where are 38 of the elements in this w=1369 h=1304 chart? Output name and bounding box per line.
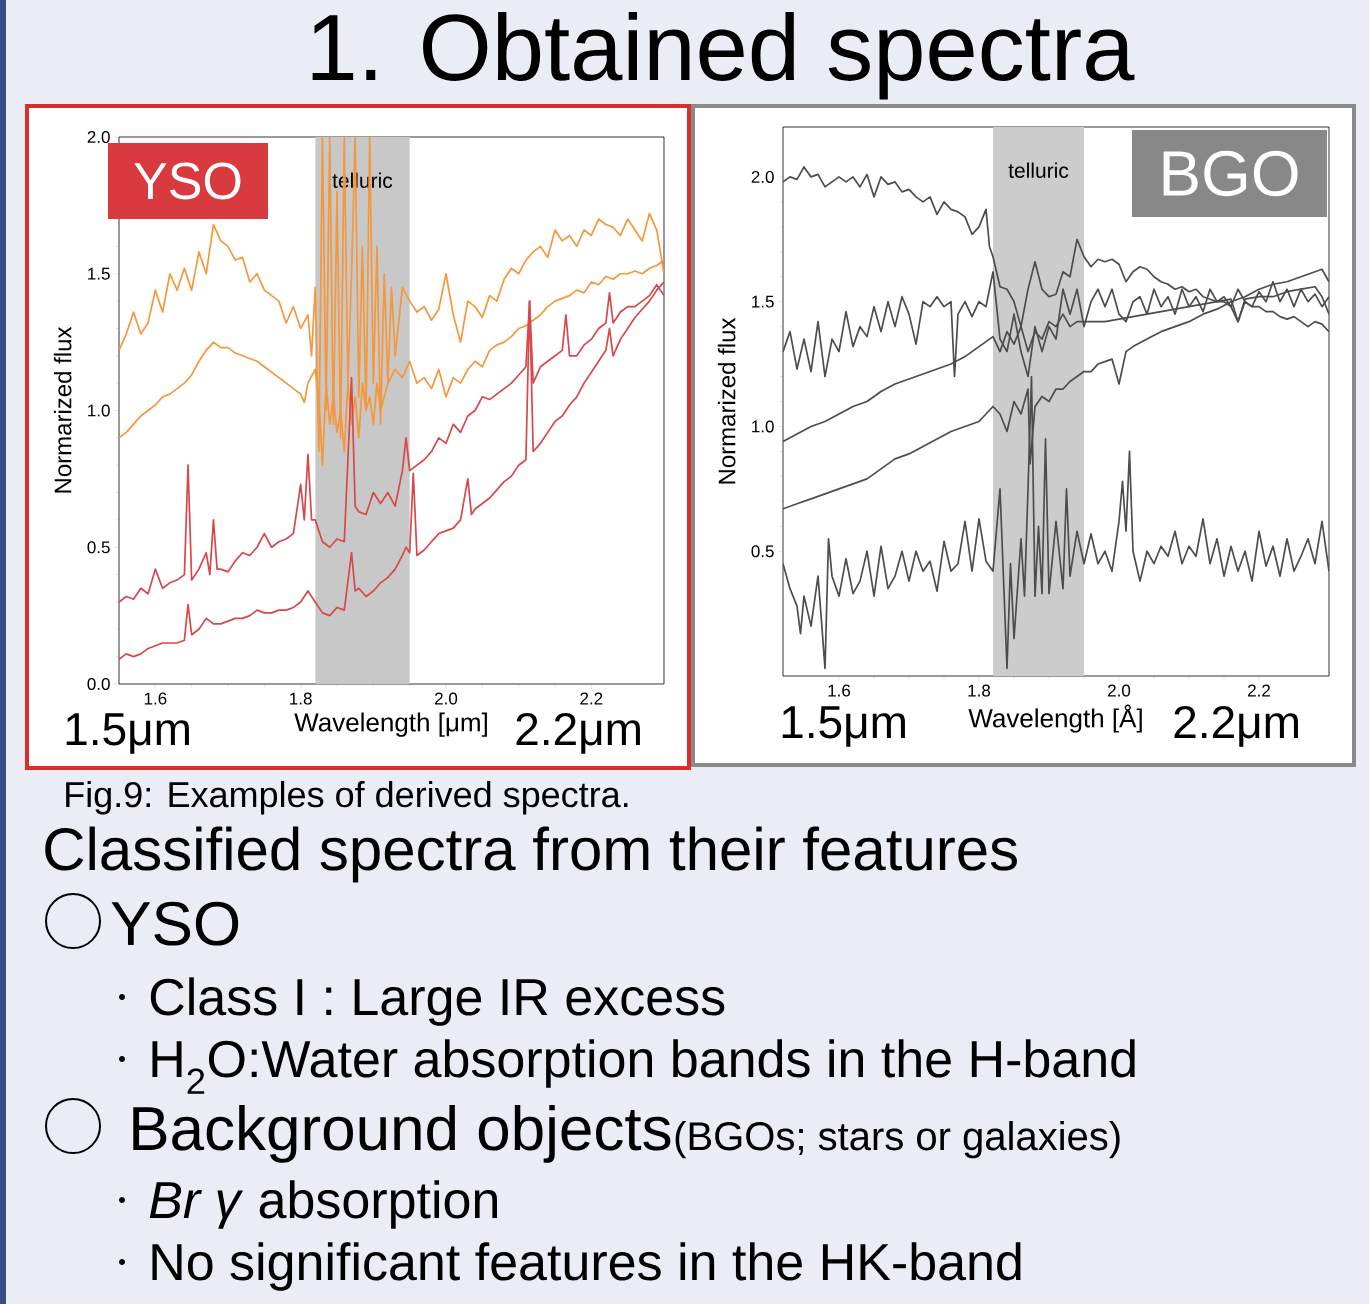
x-tick-label: 1.8	[290, 692, 312, 705]
text: 1.5μm	[66, 713, 189, 754]
caption: Fig.9: Examples of derived spectra.	[66, 780, 628, 815]
y-tick-label: 0.5	[751, 545, 774, 558]
text: Background objects	[133, 1105, 671, 1163]
annotation: BGO	[1163, 150, 1298, 197]
x-tick-label: 2.2	[1248, 684, 1270, 697]
text: Class I : Large IR excess	[150, 977, 725, 1026]
text: Br γ absorption	[149, 1180, 497, 1229]
y-tick-label: 2.0	[87, 130, 110, 144]
y-tick-label: 2.0	[751, 170, 774, 183]
x-tick-label: 1.6	[144, 692, 167, 705]
y-tick-label: 1.0	[752, 420, 774, 433]
y-axis-title: Normarized flux	[717, 317, 736, 484]
band-label: telluric	[1008, 162, 1069, 178]
x-tick-label: 2.0	[435, 692, 458, 705]
y-tick-label: 0.5	[87, 541, 110, 554]
text: (BGOs; stars or galaxies)	[675, 1121, 1120, 1159]
annotation: YSO	[134, 162, 241, 200]
y-tick-label: 1.5	[752, 295, 774, 308]
text: YSO	[111, 901, 239, 946]
text: 2.2μm	[516, 712, 640, 754]
text: No significant features in the HK-band	[152, 1242, 1021, 1291]
text: 2.2μm	[1174, 705, 1298, 747]
text: 1.5μm	[782, 706, 905, 747]
x-tick-label: 2.2	[580, 692, 603, 705]
x-axis-title: Wavelength [μm]	[294, 712, 487, 737]
x-tick-label: 2.0	[1108, 684, 1131, 697]
x-axis-title: Wavelength [Å]	[968, 704, 1142, 733]
y-axis-title: Normarized flux	[53, 326, 72, 493]
y-tick-label: 1.5	[88, 267, 110, 280]
text: 1. Obtained spectra	[312, 11, 1135, 100]
y-tick-label: 0.0	[87, 677, 110, 691]
text: H$_{2}$O:Water absorption bands in the H-band	[152, 1039, 1135, 1094]
x-tick-label: 1.8	[968, 684, 991, 697]
y-tick-label: 1.0	[88, 404, 110, 417]
x-tick-label: 1.6	[828, 684, 851, 697]
text: Classified spectra from their features	[45, 826, 1017, 883]
